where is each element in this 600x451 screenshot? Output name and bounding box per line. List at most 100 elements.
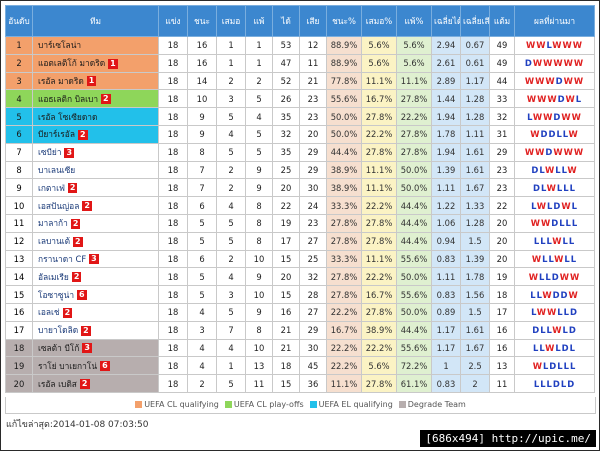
team-name-link[interactable]: เรอัล เบติส	[38, 378, 77, 389]
red-card-badge: 2	[70, 218, 81, 229]
points-cell: 17	[489, 302, 515, 322]
win-pct-cell: 38.9%	[326, 178, 362, 198]
team-cell[interactable]: เรอัล เบติส 2	[32, 374, 159, 393]
red-card-badge: 2	[73, 236, 83, 247]
loss-pct-cell: 50.0%	[396, 160, 432, 180]
played-cell: 18	[158, 338, 188, 358]
team-name-link[interactable]: เซลต้า บีโก้	[38, 342, 80, 353]
avg-goals-against-cell: 1.61	[460, 320, 490, 340]
team-name-link[interactable]: บาร์เซโลน่า	[38, 40, 82, 51]
team-cell[interactable]: กรานาดา CF 3	[32, 249, 159, 269]
team-cell[interactable]: เลบานเต้ 2	[32, 231, 159, 251]
win-pct-cell: 16.7%	[326, 320, 362, 340]
team-cell[interactable]: แอตเลติโก้ มาดริด 1	[32, 53, 159, 73]
rank-cell: 3	[5, 71, 33, 91]
points-cell: 23	[489, 160, 515, 180]
header-avg-goals-for: เฉลี่ยได้	[431, 5, 461, 37]
legend-label: UEFA CL play-offs	[233, 400, 304, 409]
table-row: 6 บียาร์เรอัล 2 18 9 4 5 32 20 50.0% 22.2% 27.8% 1.7…	[5, 124, 595, 144]
team-cell[interactable]: เซบีย่า 3	[32, 142, 159, 162]
form-cell: WWWDWL	[514, 89, 595, 109]
draw-pct-cell: 11.1%	[361, 160, 397, 180]
team-name-link[interactable]: เรอัล โซเซียดาด	[38, 111, 98, 122]
team-name-link[interactable]: กรานาดา CF	[38, 253, 87, 264]
avg-goals-against-cell: 1.61	[460, 160, 490, 180]
draw-pct-cell: 22.2%	[361, 267, 397, 287]
table-row: 17 บายาโดลิด 2 18 3 7 8 21 29 16.7% 38.9% 44.4% 1.17…	[5, 320, 595, 340]
rank-cell: 15	[5, 285, 33, 304]
avg-goals-for-cell: 2.94	[431, 36, 461, 55]
team-name-link[interactable]: เลบานเต้	[38, 236, 71, 247]
rank-cell: 4	[5, 89, 33, 109]
played-cell: 18	[158, 356, 188, 376]
team-name-link[interactable]: เอลเช่	[38, 307, 60, 318]
team-cell[interactable]: อัลเมเรีย 2	[32, 267, 159, 287]
avg-goals-for-cell: 1	[431, 356, 461, 376]
team-cell[interactable]: เอสปันญ่อล 2	[32, 196, 159, 215]
recent-form: LLLDLD	[533, 378, 576, 389]
team-name-link[interactable]: แอธเลติก บิลเบา	[38, 93, 99, 104]
points-cell: 16	[489, 320, 515, 340]
rank-cell: 17	[5, 320, 33, 340]
lost-cell: 8	[245, 231, 273, 251]
team-name-link[interactable]: บียาร์เรอัล	[38, 129, 75, 140]
header-goals-against: เสีย	[299, 5, 327, 37]
won-cell: 6	[187, 249, 217, 269]
red-card-badge: 2	[101, 94, 111, 105]
team-cell[interactable]: แอธเลติก บิลเบา 2	[32, 89, 159, 109]
team-cell[interactable]: เกตาเฟ่ 2	[32, 178, 159, 198]
lost-cell: 1	[245, 36, 273, 55]
header-avg-goals-against: เฉลี่ยเสีย	[460, 5, 490, 37]
won-cell: 4	[187, 356, 217, 376]
points-cell: 13	[489, 356, 515, 376]
team-name-link[interactable]: มาลาก้า	[38, 218, 68, 229]
team-name-link[interactable]: อัลเมเรีย	[38, 271, 69, 282]
team-name-link[interactable]: บายาโดลิด	[38, 325, 79, 336]
drawn-cell: 4	[216, 338, 246, 358]
table-row: 15 โอซาซูน่า 6 18 5 3 10 15 28 27.8% 16.7% 55.6% 0.8…	[5, 285, 595, 304]
recent-form: DWWWWW	[524, 58, 585, 69]
team-cell[interactable]: เซลต้า บีโก้ 3	[32, 338, 159, 358]
legend-swatch	[224, 401, 232, 408]
rank-cell: 18	[5, 338, 33, 358]
lost-cell: 5	[245, 124, 273, 144]
goals-against-cell: 36	[299, 374, 327, 393]
team-name-link[interactable]: เรอัล มาดริด	[38, 75, 84, 86]
draw-pct-cell: 38.9%	[361, 320, 397, 340]
team-name-link[interactable]: ราโย่ บาเยกาโน่	[38, 360, 98, 371]
goals-against-cell: 23	[299, 213, 327, 233]
avg-goals-for-cell: 1.17	[431, 338, 461, 358]
team-cell[interactable]: เรอัล โซเซียดาด	[32, 107, 159, 126]
avg-goals-for-cell: 1.78	[431, 124, 461, 144]
recent-form: WDDLLW	[530, 129, 579, 140]
team-name-link[interactable]: เซบีย่า	[38, 147, 62, 158]
team-cell[interactable]: บียาร์เรอัล 2	[32, 124, 159, 144]
team-name-link[interactable]: บาเลนเซีย	[38, 164, 76, 175]
team-cell[interactable]: บายาโดลิด 2	[32, 320, 159, 340]
team-cell[interactable]: เอลเช่ 2	[32, 302, 159, 322]
team-name-link[interactable]: แอตเลติโก้ มาดริด	[38, 58, 106, 69]
loss-pct-cell: 61.1%	[396, 374, 432, 393]
played-cell: 18	[158, 213, 188, 233]
lost-cell: 2	[245, 71, 273, 91]
drawn-cell: 4	[216, 196, 246, 215]
team-cell[interactable]: เรอัล มาดริด 1	[32, 71, 159, 91]
team-name-link[interactable]: เกตาเฟ่	[38, 182, 65, 193]
team-name-link[interactable]: โอซาซูน่า	[38, 289, 75, 300]
points-cell: 22	[489, 196, 515, 215]
team-cell[interactable]: บาเลนเซีย	[32, 160, 159, 180]
rank-cell: 7	[5, 142, 33, 162]
team-cell[interactable]: มาลาก้า 2	[32, 213, 159, 233]
team-name-link[interactable]: เอสปันญ่อล	[38, 200, 80, 211]
played-cell: 18	[158, 178, 188, 198]
team-cell[interactable]: บาร์เซโลน่า	[32, 36, 159, 55]
team-cell[interactable]: ราโย่ บาเยกาโน่ 6	[32, 356, 159, 376]
avg-goals-against-cell: 1.56	[460, 285, 490, 304]
form-cell: LWWDWW	[514, 107, 595, 126]
win-pct-cell: 22.2%	[326, 356, 362, 376]
header-team: ทีม	[32, 5, 159, 37]
team-cell[interactable]: โอซาซูน่า 6	[32, 285, 159, 304]
form-cell: DLWLLL	[514, 178, 595, 198]
avg-goals-for-cell: 1.22	[431, 196, 461, 215]
goals-for-cell: 21	[272, 320, 300, 340]
